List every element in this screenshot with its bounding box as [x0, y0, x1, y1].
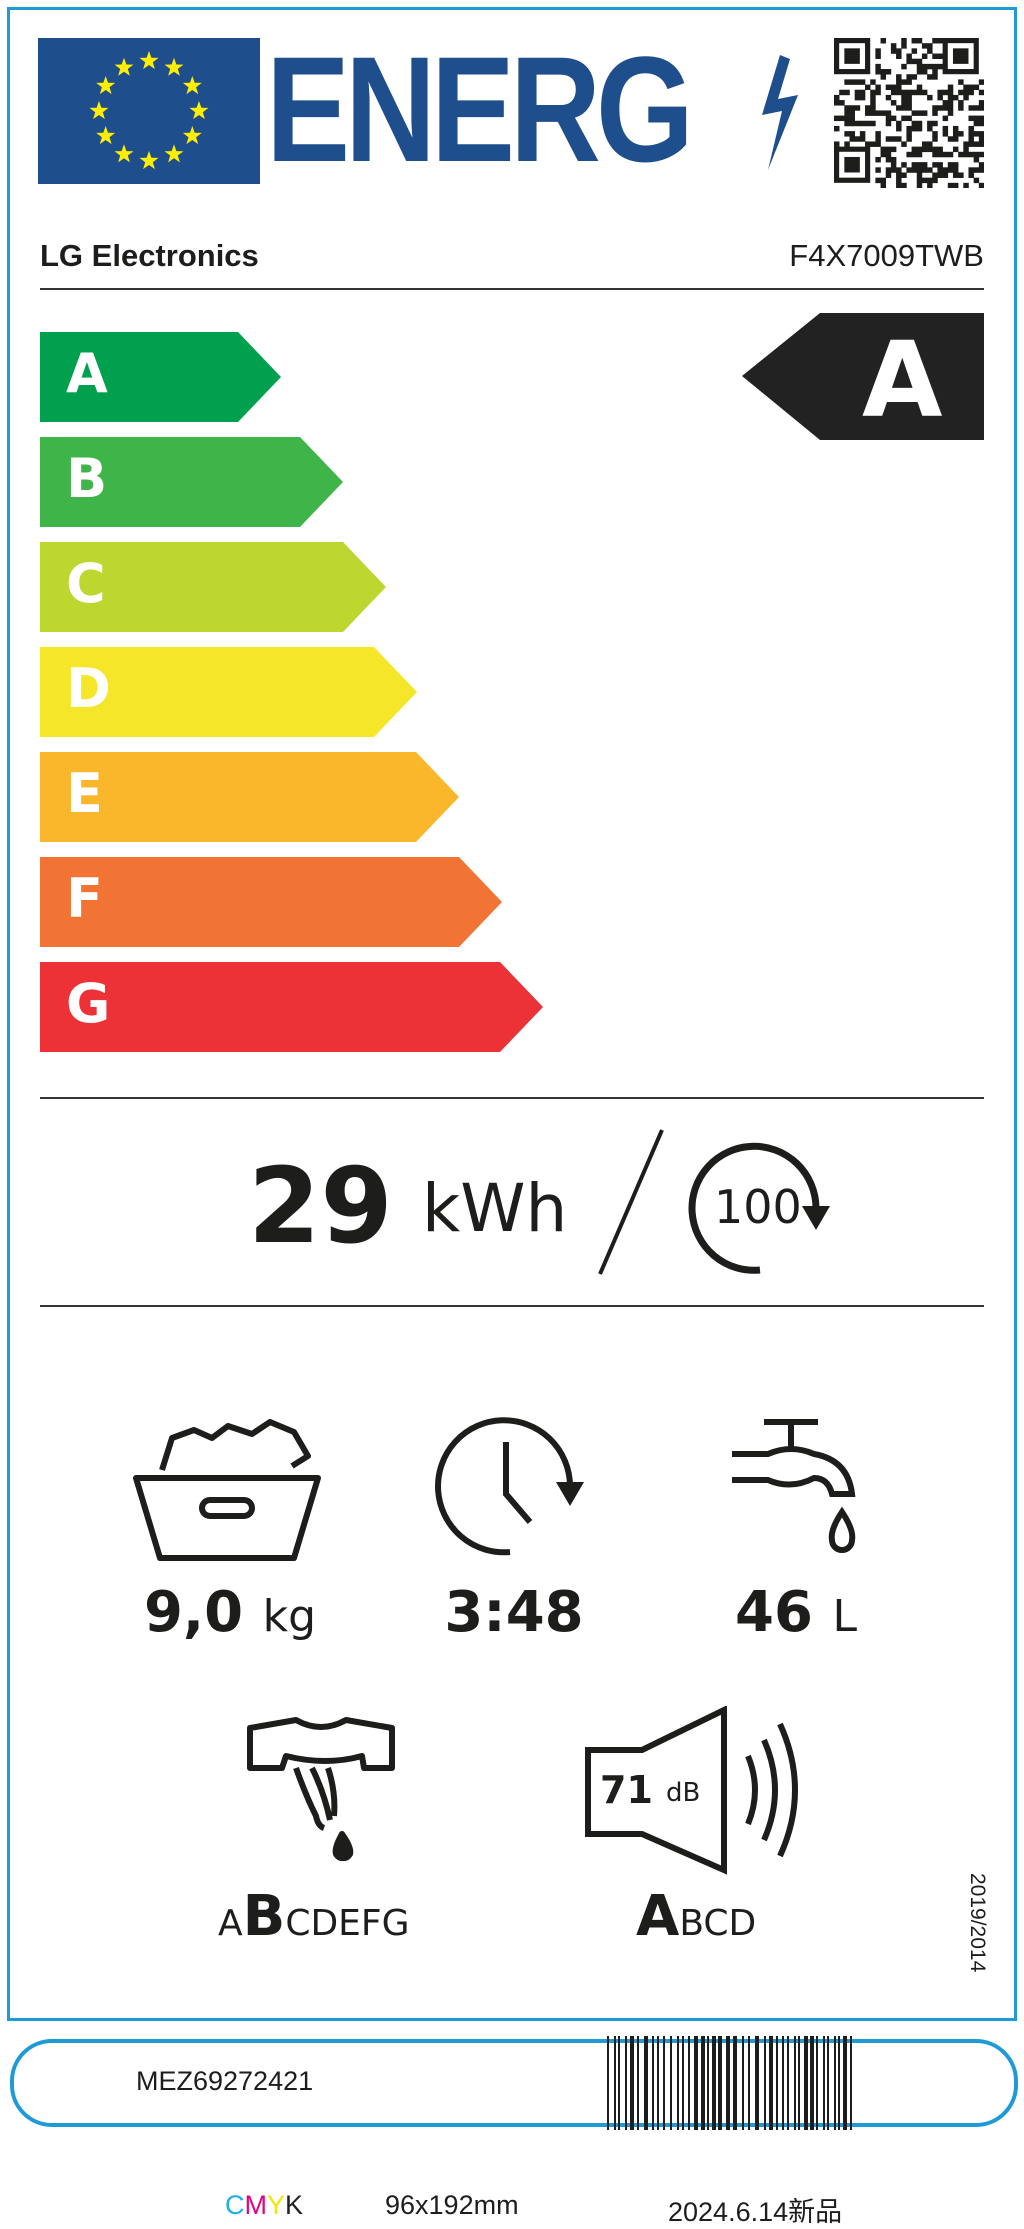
scale-before: A [218, 1903, 243, 1944]
scale-after: CDEFG [285, 1903, 410, 1944]
energy-class-bar-f: F [40, 857, 502, 947]
energy-logo-text: ENERG [266, 25, 694, 193]
eu-star-icon [164, 57, 184, 76]
energy-rating-letter: A [862, 319, 943, 441]
energy-class-bar-a: A [40, 332, 281, 422]
noise-class-scale: ABCD [636, 1884, 756, 1949]
cycles-count: 100 [714, 1180, 802, 1234]
energy-class-bar-e: E [40, 752, 459, 842]
capacity-number: 9,0 [143, 1580, 244, 1645]
water-value: 46 L [666, 1580, 926, 1645]
energy-class-bar-g: G [40, 962, 543, 1052]
eu-star-icon [96, 126, 116, 145]
scale-after: BCD [679, 1903, 757, 1944]
lightning-icon [762, 55, 798, 170]
eu-star-icon [114, 57, 134, 76]
eu-star-icon [139, 151, 159, 170]
energy-class-bar-c: C [40, 542, 386, 632]
eu-star-icon [96, 76, 116, 95]
print-date: 2024.6.14新品 [668, 2197, 843, 2227]
qr-code-icon [834, 38, 984, 188]
barcode [607, 2036, 852, 2130]
cmyk-letter: M [244, 2190, 268, 2220]
eu-star-icon [139, 51, 159, 70]
laundry-basket-icon [133, 1419, 321, 1561]
label-border [7, 7, 1017, 2021]
energy-class-letter: C [66, 552, 106, 615]
cmyk-letter: C [225, 2190, 245, 2220]
cmyk-letter: K [285, 2190, 304, 2220]
divider [40, 1097, 984, 1099]
regulation-number: 2019/2014 [966, 1873, 989, 1973]
energy-consumption-value: 29 [248, 1145, 393, 1267]
water-number: 46 [735, 1580, 813, 1645]
energy-rating-arrow: A [742, 313, 984, 441]
energy-class-letter: F [66, 867, 103, 930]
cmyk-letter: Y [267, 2190, 286, 2220]
divider [40, 1305, 984, 1307]
energy-class-letter: G [66, 972, 111, 1035]
part-number-box [10, 2039, 1018, 2127]
eu-flag-icon [38, 38, 260, 184]
energy-class-letter: E [66, 762, 103, 825]
part-number: MEZ69272421 [136, 2066, 314, 2096]
noise-unit: dB [666, 1778, 701, 1808]
cmyk-label: CMYK [225, 2190, 303, 2221]
eu-star-icon [89, 101, 109, 120]
slash-separator [598, 1129, 664, 1275]
spin-efficiency-scale: ABCDEFG [218, 1884, 410, 1949]
eu-star-icon [182, 76, 202, 95]
capacity-unit: kg [262, 1591, 317, 1642]
spin-drying-shirt-icon [247, 1717, 395, 1862]
energy-class-bar-b: B [40, 437, 343, 527]
eu-star-icon [164, 144, 184, 163]
capacity-value: 9,0 kg [100, 1580, 360, 1645]
clock-icon [435, 1417, 584, 1556]
noise-value: 71 [600, 1768, 653, 1812]
energy-class-letter: B [66, 447, 108, 510]
cycles-icon: 100 [688, 1136, 838, 1282]
energy-class-letter: A [66, 342, 108, 405]
noise-icon: 71 dB [584, 1706, 824, 1876]
energy-consumption-unit: kWh [422, 1170, 568, 1247]
label-size: 96x192mm [385, 2190, 519, 2220]
eu-star-icon [189, 101, 209, 120]
spin-class-highlight: B [242, 1884, 286, 1949]
eu-star-icon [114, 144, 134, 163]
supplier-name: LG Electronics [40, 238, 259, 273]
water-unit: L [832, 1591, 857, 1642]
eu-star-icon [182, 126, 202, 145]
noise-class-highlight: A [636, 1884, 680, 1949]
model-identifier: F4X7009TWB [789, 238, 984, 273]
duration-value: 3:48 [444, 1580, 584, 1645]
divider [40, 288, 984, 290]
energy-class-bar-d: D [40, 647, 417, 737]
energy-class-letter: D [66, 657, 111, 720]
water-tap-icon [732, 1419, 856, 1553]
